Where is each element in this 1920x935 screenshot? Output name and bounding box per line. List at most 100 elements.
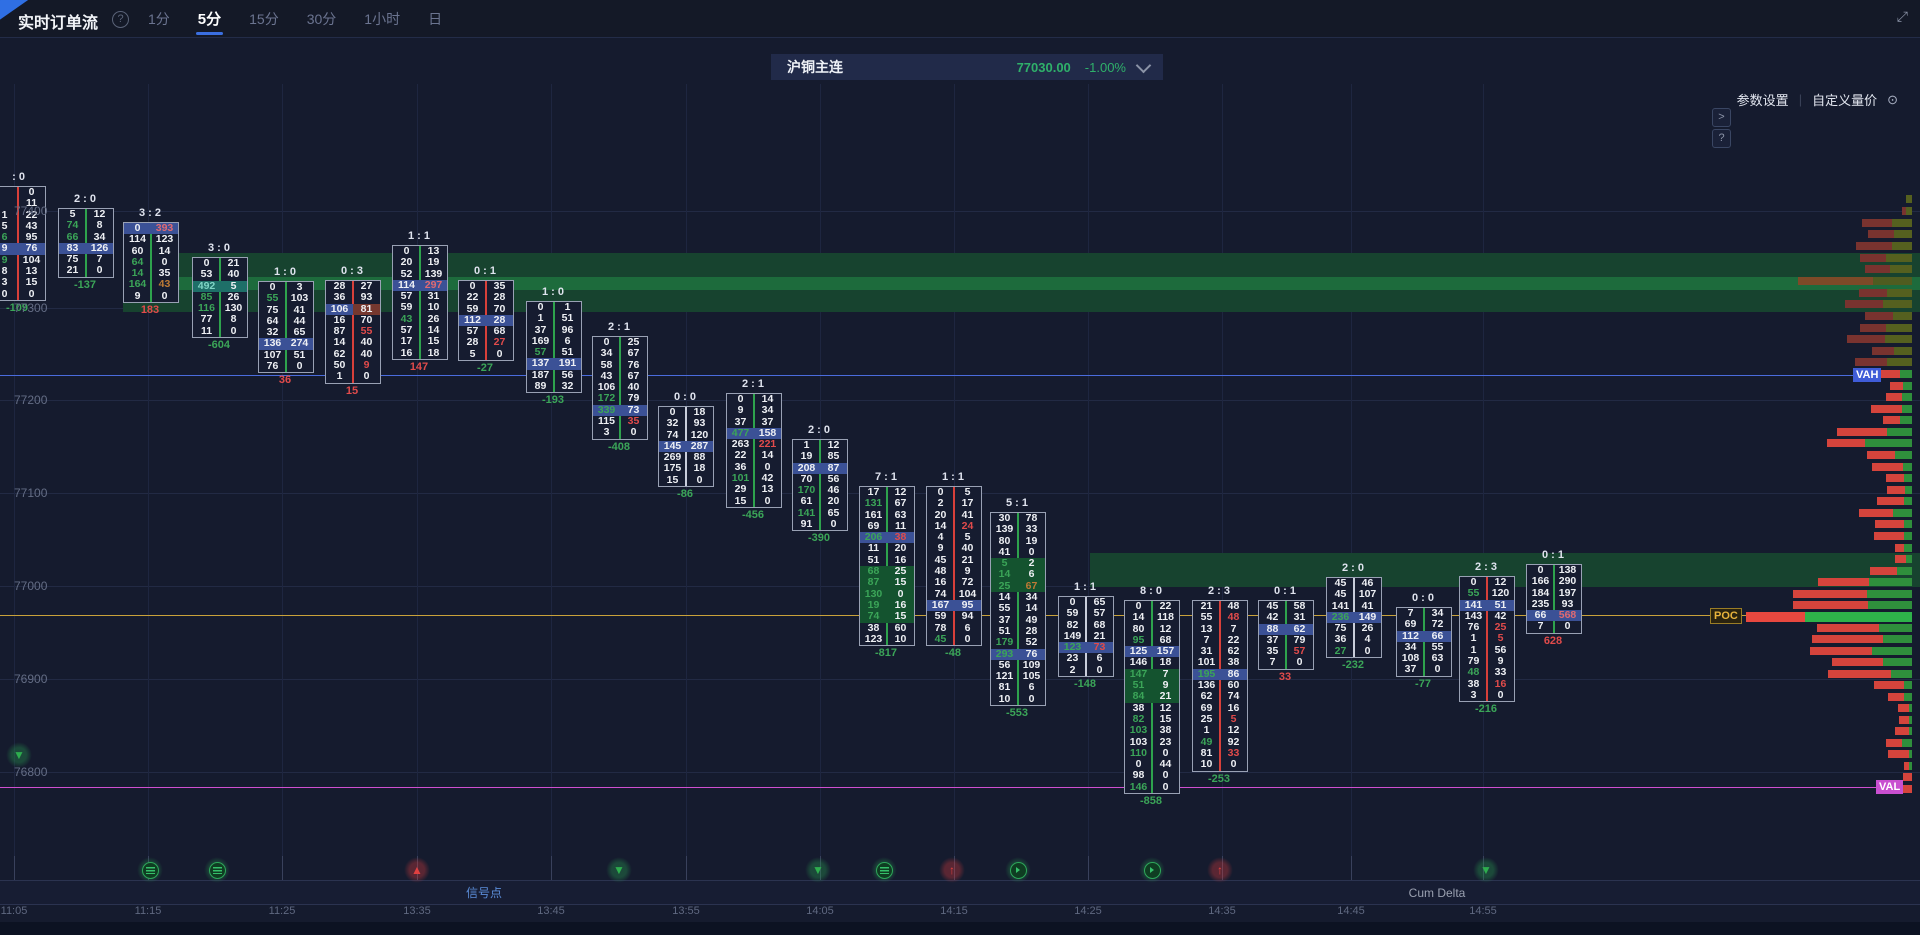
bid-volume: 20 [400,256,413,269]
footprint-row: 5 12 [59,208,113,220]
footprint-delta-line [819,440,821,531]
price-axis-label: 76800 [14,765,48,779]
bid-volume: 141 [797,506,816,519]
bid-volume: 85 [200,290,213,303]
footprint-row: 25 5 [1193,713,1247,725]
settings-button[interactable]: 参数设置 [1736,93,1789,108]
footprint-row: 59 57 [1059,607,1113,620]
instrument-selector[interactable]: 沪铜主连 77030.00 -1.00% [771,54,1163,80]
bid-volume: 37 [1266,633,1279,646]
ask-volume: 34 [1431,607,1444,619]
ask-volume: 10 [894,632,907,645]
bid-volume: 51 [1132,679,1145,692]
ask-volume: 28 [493,291,506,304]
footprint-row: 112 28 [459,313,513,327]
footprint-row: 83 126 [59,242,113,255]
tab-30分[interactable]: 30分 [306,10,337,27]
ask-volume: 0 [830,518,837,531]
tab-15分[interactable]: 15分 [249,10,279,27]
volume-profile-row [1895,727,1912,735]
price-axis-label: 77400 [14,204,48,218]
ask-volume: 0 [28,287,35,300]
footprint-row: 17 12 [860,486,914,498]
footprint-row: 1 22 [0,209,45,221]
tab-日[interactable]: 日 [428,10,443,27]
volume-profile-row [1865,265,1912,273]
footprint-row: 16 70 [326,313,380,326]
bid-volume: 11 [867,542,880,555]
footprint-row: 42 31 [1259,611,1313,623]
footprint-row: 263 221 [727,438,781,450]
footprint-row: 0 65 [1059,596,1113,608]
ask-volume: 28 [1025,624,1038,637]
ask-volume: 35 [158,267,171,280]
footprint-header: 0 : 1 [473,265,496,277]
bid-volume: 123 [864,632,883,645]
footprint-row: 38 60 [860,622,914,634]
ask-volume: 38 [1159,724,1172,737]
ask-volume: 0 [96,264,103,277]
bid-volume: 37 [734,415,747,428]
ask-volume: 18 [427,346,440,359]
bid-volume: 15 [666,473,679,486]
footprint-row: 11 0 [193,325,247,337]
bid-volume: 48 [934,565,947,578]
time-tick [1483,856,1484,880]
footprint-box: 0 25 34 67 58 76 43 67 106 40 172 79 339 73 115 35 3 0 [592,336,648,440]
tab-1分[interactable]: 1分 [148,10,170,27]
help-icon[interactable]: ? [112,11,129,28]
ask-volume: 57 [1093,607,1106,620]
bid-volume: 50 [333,359,346,372]
tab-1小时[interactable]: 1小时 [364,10,401,27]
ask-volume: 63 [1431,652,1444,665]
side-button-?[interactable]: ? [1712,129,1731,148]
ask-volume: 25 [894,565,907,578]
footprint-row: 235 93 [1527,598,1581,610]
bid-volume: 79 [1467,655,1480,668]
ask-volume: 0 [1230,758,1237,771]
bid-volume: 108 [1401,652,1420,665]
footprint-row: 28 27 [459,337,513,349]
footprint-row: 101 38 [1193,657,1247,669]
bid-volume: 145 [663,439,682,452]
ask-volume: 35 [627,415,640,428]
delta-footer: -27 [477,362,493,375]
ask-volume: 191 [558,357,577,370]
bid-volume: 16 [333,313,346,326]
bid-volume: 61 [800,495,813,508]
bid-volume: 14 [998,591,1011,604]
ask-volume: 15 [894,576,907,589]
ask-volume: 11 [894,519,907,532]
custom-volume-price-button[interactable]: 自定义量价 [1812,93,1878,108]
bid-volume: 112 [464,313,481,326]
footprint-row: 9 76 [0,243,45,255]
footprint-row: 1 56 [1460,644,1514,656]
timeframe-tabs: 1分 5分 15分 30分 1小时 日 [146,0,444,37]
footprint-header: 0 : 3 [340,265,363,277]
expand-icon[interactable]: ⤢ [1896,8,1908,24]
ask-volume: 16 [894,598,907,611]
ask-volume: 11 [25,197,38,210]
footprint-row: 19 85 [793,450,847,462]
footprint-row: 74 8 [59,219,113,231]
ask-volume: 72 [961,576,974,589]
bid-volume: 45 [1334,588,1347,601]
bid-volume: 492 [197,279,216,292]
bid-volume: 477 [731,426,750,439]
footprint-row: 84 21 [1125,691,1179,703]
time-gridline [1351,84,1352,880]
bid-volume: 107 [263,348,282,361]
footprint-row: 45 46 [1327,577,1381,589]
ask-volume: 0 [897,587,904,600]
footprint-delta-line [1423,608,1425,676]
ask-volume: 34 [1025,591,1038,604]
ask-volume: 197 [1558,586,1577,599]
tab-5分[interactable]: 5分 [195,0,224,37]
footprint-box: 30 78 139 33 80 19 41 0 5 2 14 6 25 67 14 34 55 14 37 49 51 2… [990,512,1046,707]
bid-volume: 121 [995,670,1014,683]
side-button->[interactable]: > [1712,108,1731,127]
signal-points-label: 信号点 [465,886,503,900]
volume-profile-row [1868,230,1912,238]
time-gridline [1222,84,1223,880]
ask-volume: 274 [290,337,309,350]
